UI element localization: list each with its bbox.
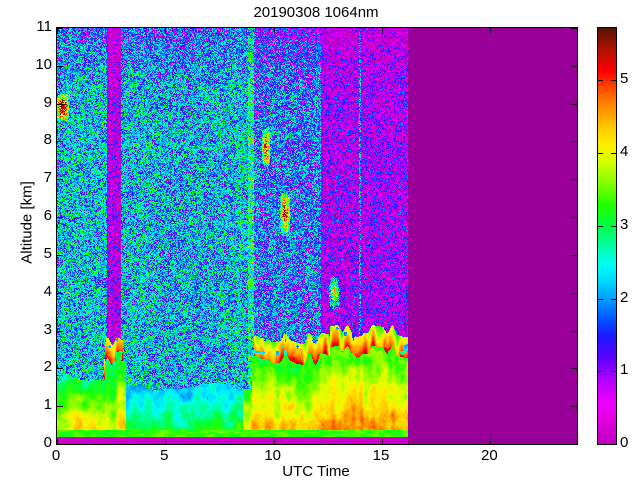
y-tick-mark-right [571, 406, 577, 408]
y-tick-mark-right [571, 103, 577, 105]
x-tick-mark [165, 439, 167, 445]
y-tick-mark-right [571, 65, 577, 67]
y-tick-mark-right [571, 292, 577, 294]
x-tick-mark [382, 439, 383, 445]
y-tick-mark [57, 444, 63, 445]
colorbar-tick-mark-right [611, 371, 616, 373]
y-tick-mark [57, 330, 63, 332]
colorbar-tick-mark-right [611, 444, 616, 445]
y-tick-label: 8 [43, 131, 52, 149]
y-tick-label: 3 [43, 320, 52, 338]
colorbar-tick-mark-right [611, 225, 616, 227]
y-tick-mark-right [571, 254, 577, 256]
colorbar-tick-label: 0 [620, 434, 629, 451]
x-axis-label: UTC Time [282, 463, 350, 480]
colorbar-tick-mark [598, 298, 603, 300]
x-tick-mark [490, 439, 492, 445]
colorbar-tick-mark [598, 153, 603, 155]
colorbar[interactable] [597, 27, 617, 445]
x-tick-mark-top [57, 28, 58, 34]
y-tick-mark-right [571, 28, 577, 29]
x-tick-mark [57, 439, 58, 445]
colorbar-tick-mark-right [611, 298, 616, 300]
colorbar-tick-label: 3 [620, 215, 629, 233]
heatmap-canvas [57, 28, 577, 444]
y-tick-label: 0 [43, 434, 52, 451]
colorbar-tick-label: 2 [620, 288, 629, 306]
page-title: 20190308 1064nm [253, 4, 379, 21]
y-tick-label: 2 [43, 358, 52, 376]
y-tick-mark-right [571, 444, 577, 445]
x-tick-label: 20 [480, 447, 498, 464]
x-tick-label: 10 [264, 447, 281, 464]
heatmap-plot-area[interactable] [56, 27, 578, 445]
x-tick-label: 0 [51, 447, 61, 464]
x-tick-mark-top [273, 28, 275, 34]
y-tick-label: 11 [36, 18, 52, 35]
x-tick-mark-top [165, 28, 167, 34]
colorbar-tick-label: 1 [620, 361, 629, 379]
x-tick-mark [273, 439, 275, 445]
y-tick-mark [57, 141, 63, 143]
colorbar-tick-mark [598, 225, 603, 227]
y-tick-label: 6 [43, 207, 52, 225]
x-tick-label: 15 [372, 447, 390, 464]
y-tick-label: 10 [35, 55, 52, 73]
y-tick-mark [57, 292, 63, 294]
y-tick-label: 7 [43, 169, 52, 187]
y-tick-mark [57, 28, 63, 29]
colorbar-tick-mark-right [611, 153, 616, 155]
x-tick-mark-top [490, 28, 492, 34]
y-tick-label: 4 [43, 282, 52, 300]
y-tick-label: 5 [43, 244, 52, 262]
colorbar-tick-mark [598, 80, 603, 82]
colorbar-tick-label: 4 [620, 143, 629, 161]
y-tick-mark-right [571, 368, 577, 370]
colorbar-gradient [598, 28, 616, 444]
y-tick-mark [57, 103, 63, 105]
y-tick-label: 9 [43, 93, 52, 111]
colorbar-tick-mark [598, 444, 603, 445]
x-tick-label: 5 [160, 447, 169, 464]
y-tick-mark [57, 406, 63, 408]
y-tick-mark-right [571, 217, 577, 219]
y-tick-label: 1 [43, 396, 52, 414]
y-tick-mark-right [571, 179, 577, 181]
y-tick-mark [57, 368, 63, 370]
colorbar-tick-mark-right [611, 80, 616, 82]
y-tick-mark [57, 179, 63, 181]
x-tick-mark-top [382, 28, 383, 34]
y-tick-mark-right [571, 141, 577, 143]
y-tick-mark [57, 217, 63, 219]
y-tick-mark [57, 254, 63, 256]
y-tick-mark-right [571, 330, 577, 332]
colorbar-tick-label: 5 [620, 70, 629, 88]
colorbar-tick-mark [598, 371, 603, 373]
y-tick-mark [57, 65, 63, 67]
